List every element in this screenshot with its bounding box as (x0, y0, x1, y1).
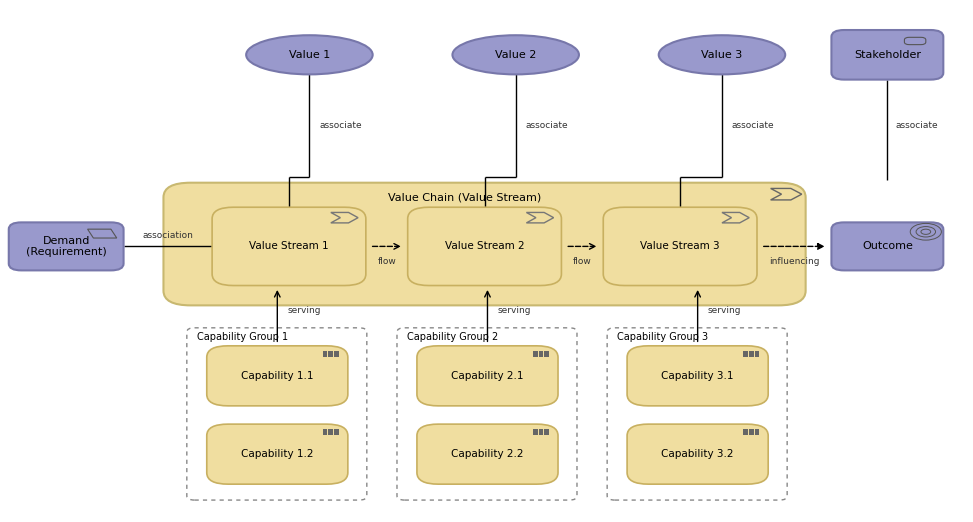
Text: associate: associate (525, 122, 568, 130)
Bar (545, 429, 549, 432)
FancyBboxPatch shape (206, 346, 347, 406)
Bar (743, 429, 747, 432)
Bar (322, 432, 327, 435)
Bar (755, 354, 760, 357)
Text: Capability Group 1: Capability Group 1 (197, 332, 288, 342)
Text: Value 1: Value 1 (289, 50, 330, 60)
Bar (335, 432, 339, 435)
Text: Value Stream 2: Value Stream 2 (445, 241, 524, 252)
Text: Demand
(Requirement): Demand (Requirement) (26, 235, 106, 257)
Text: flow: flow (378, 257, 396, 266)
Text: Capability 1.2: Capability 1.2 (241, 449, 313, 459)
Bar (322, 429, 327, 432)
Text: Value 2: Value 2 (495, 50, 536, 60)
Bar (749, 354, 753, 357)
FancyBboxPatch shape (831, 30, 944, 79)
Bar (329, 354, 333, 357)
Text: Value Stream 1: Value Stream 1 (249, 241, 329, 252)
Bar (533, 351, 537, 354)
Text: Capability Group 3: Capability Group 3 (617, 332, 708, 342)
Text: serving: serving (497, 306, 530, 315)
FancyBboxPatch shape (416, 346, 559, 406)
Bar (335, 351, 339, 354)
Bar (533, 432, 537, 435)
Text: Capability 3.2: Capability 3.2 (662, 449, 734, 459)
Bar (749, 351, 753, 354)
FancyBboxPatch shape (603, 207, 757, 286)
Text: Capability 1.1: Capability 1.1 (241, 371, 313, 381)
Text: Outcome: Outcome (862, 241, 913, 252)
Bar (755, 432, 760, 435)
Ellipse shape (452, 35, 579, 75)
Bar (329, 351, 333, 354)
Bar (335, 429, 339, 432)
Bar (539, 429, 543, 432)
FancyBboxPatch shape (408, 207, 561, 286)
Bar (329, 432, 333, 435)
FancyBboxPatch shape (212, 207, 366, 286)
Text: Capability 2.2: Capability 2.2 (451, 449, 523, 459)
Ellipse shape (659, 35, 785, 75)
Bar (755, 429, 760, 432)
Bar (743, 432, 747, 435)
Text: serving: serving (707, 306, 740, 315)
Bar (335, 354, 339, 357)
Text: association: association (142, 231, 194, 240)
Bar (749, 432, 753, 435)
Bar (539, 351, 543, 354)
Text: Stakeholder: Stakeholder (854, 50, 920, 60)
Bar (539, 354, 543, 357)
FancyBboxPatch shape (627, 346, 769, 406)
FancyBboxPatch shape (206, 424, 347, 484)
Bar (329, 429, 333, 432)
Bar (743, 351, 747, 354)
Bar (545, 432, 549, 435)
Text: influencing: influencing (769, 257, 819, 266)
FancyBboxPatch shape (163, 183, 806, 305)
Text: Value 3: Value 3 (702, 50, 742, 60)
Bar (322, 354, 327, 357)
Bar (539, 432, 543, 435)
Text: Capability 2.1: Capability 2.1 (451, 371, 523, 381)
Text: serving: serving (287, 306, 320, 315)
Text: Value Stream 3: Value Stream 3 (640, 241, 720, 252)
FancyBboxPatch shape (831, 222, 944, 270)
Bar (533, 354, 537, 357)
Bar (743, 354, 747, 357)
Bar (755, 351, 760, 354)
Bar (545, 354, 549, 357)
FancyBboxPatch shape (627, 424, 769, 484)
Text: associate: associate (319, 122, 362, 130)
Bar (545, 351, 549, 354)
Text: Value Chain (Value Stream): Value Chain (Value Stream) (388, 192, 542, 202)
FancyBboxPatch shape (416, 424, 559, 484)
Text: flow: flow (573, 257, 592, 266)
Ellipse shape (246, 35, 373, 75)
Text: Capability 3.1: Capability 3.1 (662, 371, 734, 381)
Bar (322, 351, 327, 354)
Bar (533, 429, 537, 432)
Text: associate: associate (732, 122, 775, 130)
FancyBboxPatch shape (9, 222, 124, 270)
Text: associate: associate (895, 122, 938, 130)
Bar (749, 429, 753, 432)
Text: Capability Group 2: Capability Group 2 (407, 332, 498, 342)
